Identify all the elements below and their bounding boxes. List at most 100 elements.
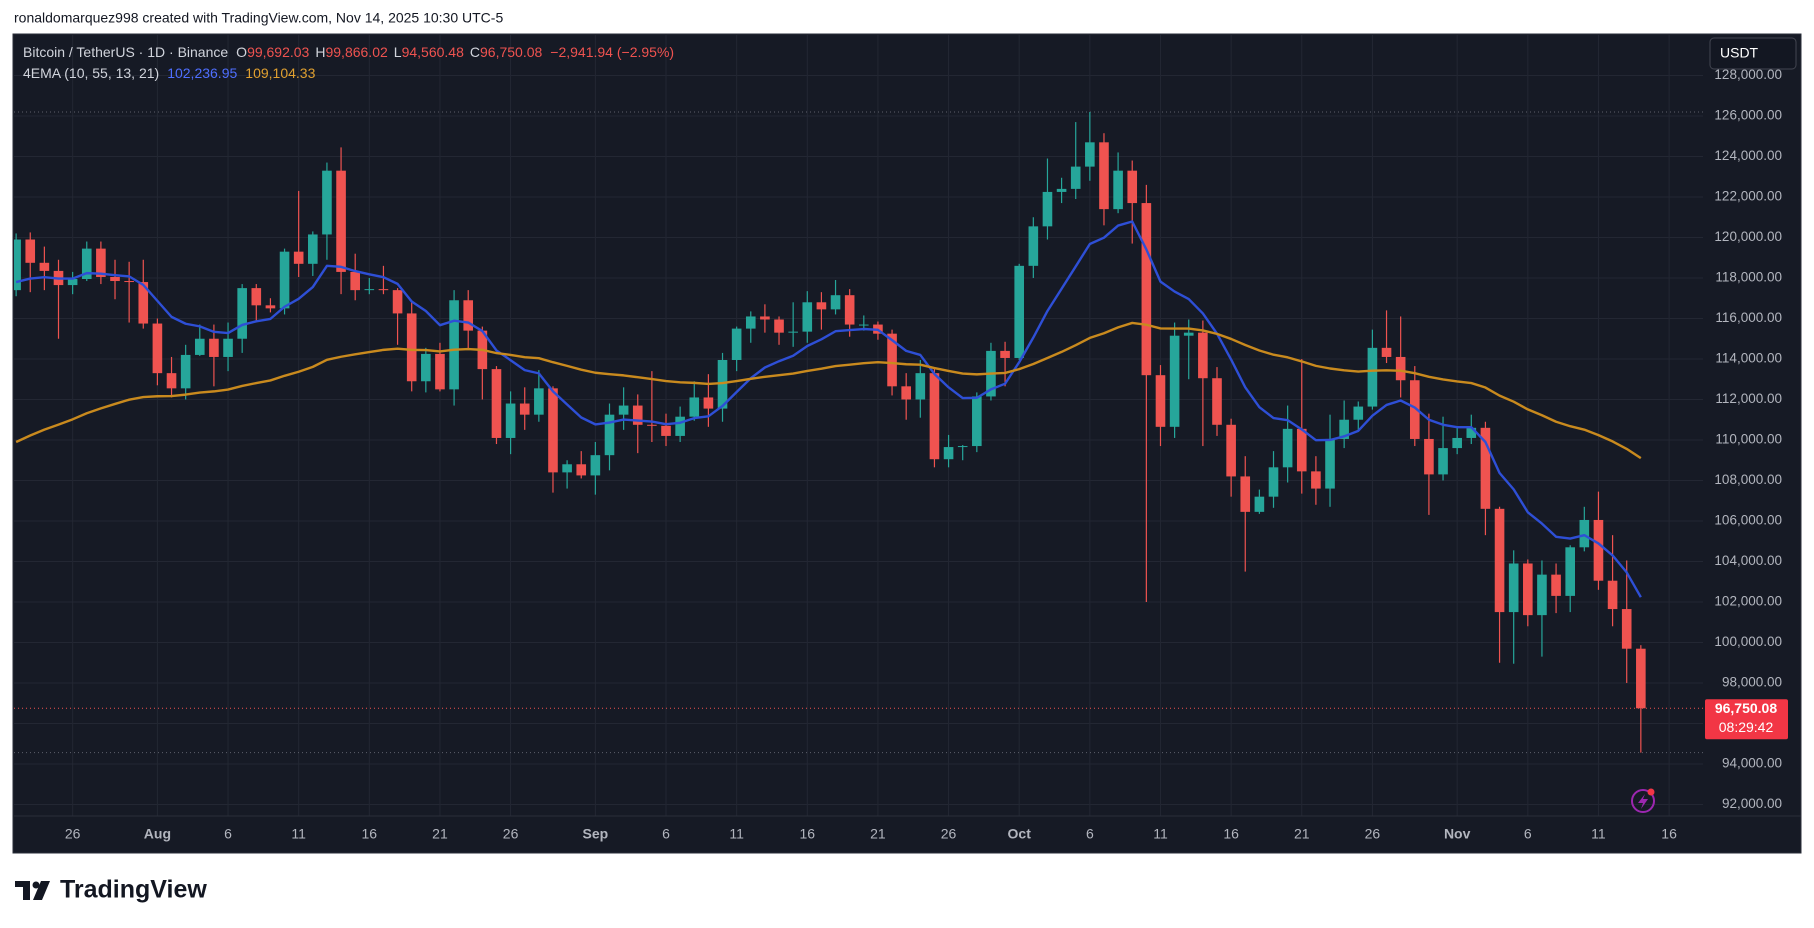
candle-body [703, 397, 714, 409]
alert-icon [1631, 788, 1655, 813]
candle-body [1621, 609, 1632, 649]
legend-key: C [470, 44, 480, 60]
candle-body [279, 251, 290, 309]
candle-body [223, 338, 233, 357]
candle-body [1438, 448, 1448, 475]
candle-body [675, 416, 685, 436]
candle-body [830, 295, 841, 310]
candle-body [1494, 508, 1505, 613]
candle-body [1155, 375, 1166, 427]
candle-body [1452, 437, 1462, 449]
candle-body [972, 396, 982, 447]
candle-body [1198, 332, 1208, 379]
candle-body [209, 338, 219, 357]
alert-dot [1647, 788, 1655, 796]
candle-body [858, 324, 869, 326]
candle-body [1607, 580, 1618, 610]
candle-body [1042, 191, 1053, 227]
candle-body [929, 373, 940, 460]
candle-body [1593, 519, 1604, 581]
x-tick-label: 21 [870, 826, 886, 842]
indicator-value: 109,104.33 [245, 65, 315, 81]
candle-body [1240, 476, 1251, 512]
logo-dot [32, 881, 40, 889]
x-tick-label: 6 [1086, 826, 1094, 842]
candle-body [760, 316, 770, 320]
currency-label[interactable]: USDT [1720, 45, 1759, 61]
candle-body [1551, 574, 1561, 596]
candle-body [138, 282, 149, 324]
candle-body [816, 302, 827, 310]
y-tick-label: 116,000.00 [1715, 310, 1782, 325]
logo-stem [23, 881, 30, 900]
x-tick-label: 11 [729, 826, 744, 842]
candle-body [519, 403, 530, 415]
candle-body [774, 319, 784, 333]
y-tick-label: 122,000.00 [1714, 189, 1782, 204]
candle-body [576, 464, 587, 476]
legend-key: O [236, 44, 247, 60]
candle-body [1466, 427, 1477, 438]
candle-body [25, 239, 36, 263]
candle-body [39, 262, 50, 271]
candle-body [308, 234, 318, 264]
candle-body [81, 248, 92, 279]
legend-symbol: Bitcoin / TetherUS · 1D · Binance [23, 44, 228, 60]
candle-body [887, 333, 897, 387]
x-tick-label: 26 [941, 826, 957, 842]
legend-value: 99,692.03 [247, 44, 309, 60]
candle-body [491, 369, 502, 438]
x-tick-label: 26 [1365, 826, 1381, 842]
candle-body [350, 271, 360, 291]
candle-body [915, 373, 926, 400]
candle-body [1367, 347, 1378, 407]
x-tick-label: 11 [1153, 826, 1168, 842]
candle-body [1381, 347, 1392, 357]
y-tick-label: 124,000.00 [1714, 148, 1782, 163]
candle-body [124, 281, 134, 283]
candle-body [1480, 427, 1491, 509]
candle-body [1254, 496, 1265, 512]
legend-value: 94,560.48 [402, 44, 464, 60]
candle-body [689, 397, 700, 417]
candle-body [1579, 519, 1590, 548]
y-tick-label: 104,000.00 [1714, 553, 1782, 568]
candle-body [1311, 471, 1321, 489]
candle-body [1353, 406, 1364, 420]
ema-line [15, 220, 1642, 598]
candle-body [1424, 438, 1434, 475]
candle-body [731, 328, 742, 360]
x-tick-label: 21 [432, 826, 448, 842]
legend-change: −2,941.94 (−2.95%) [550, 44, 674, 60]
y-tick-label: 94,000.00 [1722, 756, 1782, 771]
candle-body [378, 289, 389, 291]
last-price-label: 96,750.08 [1715, 700, 1777, 716]
candle-body [1296, 428, 1307, 472]
candle-body [96, 248, 106, 277]
chart-panel [12, 33, 1802, 854]
y-tick-label: 100,000.00 [1714, 634, 1782, 649]
legend-value: 96,750.08 [480, 44, 542, 60]
candle-body [632, 405, 643, 425]
candle-body [1537, 574, 1547, 616]
candle-body [745, 316, 756, 329]
candle-body [604, 414, 615, 456]
axes: 92,000.0094,000.0096,000.0098,000.00100,… [65, 67, 1782, 842]
last-price-box [1705, 699, 1788, 740]
y-tick-label: 128,000.00 [1714, 67, 1782, 82]
candle-body [1141, 203, 1152, 376]
candle-body [1099, 142, 1109, 210]
legend-key: L [394, 44, 402, 60]
x-tick-label: 21 [1294, 826, 1310, 842]
candle-body [717, 359, 728, 409]
currency-button[interactable] [1709, 37, 1797, 70]
candle-body [1183, 332, 1194, 336]
legend-value: 99,866.02 [325, 44, 387, 60]
x-tick-label: Oct [1008, 826, 1032, 842]
candle-body [788, 331, 798, 333]
candle-body [1169, 335, 1180, 427]
y-tick-label: 110,000.00 [1715, 432, 1782, 447]
ema-line [15, 321, 1642, 460]
